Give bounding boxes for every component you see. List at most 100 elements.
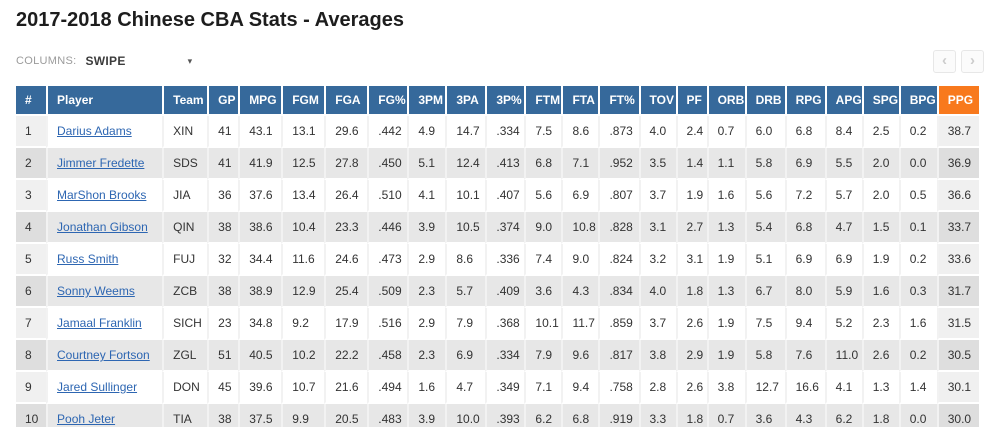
stat-cell: 37.6 (238, 180, 282, 212)
stat-cell: .334 (485, 340, 525, 372)
stat-cell: 6.9 (824, 244, 862, 276)
stat-cell: 6.9 (561, 180, 599, 212)
column-header-3pm[interactable]: 3PM (407, 86, 446, 116)
stat-cell: 3.1 (675, 244, 707, 276)
stat-cell: 8.4 (824, 116, 862, 148)
player-link[interactable]: MarShon Brooks (57, 188, 147, 202)
player-link[interactable]: Jonathan Gibson (57, 220, 148, 234)
chevron-right-icon: › (970, 51, 975, 69)
stat-cell: 3.6 (524, 276, 562, 308)
stat-cell: 2.7 (675, 212, 707, 244)
column-header-pf[interactable]: PF (675, 86, 707, 116)
player-link[interactable]: Darius Adams (57, 124, 132, 138)
player-link[interactable]: Sonny Weems (57, 284, 135, 298)
table-row: 9 Jared Sullinger DON 45 39.6 10.7 21.6.494 1.6… (16, 372, 979, 404)
stat-cell: 1.4 (898, 372, 937, 404)
stat-cell: 3.1 (638, 212, 676, 244)
stat-cell: 5.8 (744, 340, 785, 372)
stat-cell: 1.6 (861, 276, 899, 308)
caret-down-icon: ▾ (187, 55, 193, 66)
stat-cell: 2.4 (675, 116, 707, 148)
stat-cell: 11.6 (281, 244, 325, 276)
column-header-fta[interactable]: FTA (561, 86, 599, 116)
stat-cell: 23 (207, 308, 239, 340)
player-link[interactable]: Pooh Jeter (57, 412, 116, 426)
column-header-3pa[interactable]: 3PA (445, 86, 486, 116)
stat-cell: 41 (207, 116, 239, 148)
stat-cell: 6.7 (744, 276, 785, 308)
stat-cell: 1.8 (675, 276, 707, 308)
column-header-team[interactable]: Team (162, 86, 208, 116)
column-header-bpg[interactable]: BPG (898, 86, 937, 116)
stat-cell: 4.7 (824, 212, 862, 244)
column-header-3p[interactable]: 3P% (485, 86, 525, 116)
table-row: 1 Darius Adams XIN 41 43.1 13.1 29.6.442 4.9 14.… (16, 116, 979, 148)
stat-cell: 23.3 (324, 212, 368, 244)
rank-cell: 10 (16, 404, 47, 427)
stat-cell: 6.8 (784, 116, 825, 148)
stat-cell: 7.2 (784, 180, 825, 212)
columns-select[interactable]: SWIPE ▾ (85, 54, 192, 68)
table-row: 2 Jimmer Fredette SDS 41 41.9 12.5 27.8.450 5.1… (16, 148, 979, 180)
player-cell: Jared Sullinger (46, 372, 163, 404)
team-cell: QIN (162, 212, 208, 244)
column-header-mpg[interactable]: MPG (238, 86, 282, 116)
stat-cell: 5.4 (744, 212, 785, 244)
stat-cell: 0.3 (898, 276, 937, 308)
column-header-ftm[interactable]: FTM (524, 86, 562, 116)
player-link[interactable]: Jared Sullinger (57, 380, 138, 394)
column-header-orb[interactable]: ORB (706, 86, 745, 116)
column-header-drb[interactable]: DRB (744, 86, 785, 116)
column-header-fgm[interactable]: FGM (281, 86, 325, 116)
stat-cell: 4.3 (561, 276, 599, 308)
stat-cell: 1.9 (706, 308, 745, 340)
player-link[interactable]: Jamaal Franklin (57, 316, 142, 330)
stat-cell: 5.1 (744, 244, 785, 276)
stat-cell: 5.1 (407, 148, 446, 180)
stat-cell: 30.0 (936, 404, 979, 427)
column-header-[interactable]: # (16, 86, 47, 116)
stat-cell: 3.5 (638, 148, 676, 180)
player-link[interactable]: Jimmer Fredette (57, 156, 145, 170)
player-link[interactable]: Courtney Fortson (57, 348, 150, 362)
stat-cell: 2.0 (861, 180, 899, 212)
column-header-rpg[interactable]: RPG (784, 86, 825, 116)
column-header-ppg[interactable]: PPG (936, 86, 979, 116)
player-cell: Sonny Weems (46, 276, 163, 308)
column-header-fga[interactable]: FGA (324, 86, 368, 116)
column-header-apg[interactable]: APG (824, 86, 862, 116)
column-header-player[interactable]: Player (46, 86, 163, 116)
column-header-spg[interactable]: SPG (861, 86, 899, 116)
column-header-tov[interactable]: TOV (638, 86, 676, 116)
stat-cell: .859 (598, 308, 639, 340)
stat-cell: 3.7 (638, 180, 676, 212)
stat-cell: 6.8 (784, 212, 825, 244)
stat-cell: .336 (485, 244, 525, 276)
stat-cell: .374 (485, 212, 525, 244)
stat-cell: 3.9 (407, 404, 446, 427)
stat-cell: 41 (207, 148, 239, 180)
stat-cell: 9.0 (561, 244, 599, 276)
column-header-ft[interactable]: FT% (598, 86, 639, 116)
columns-select-value: SWIPE (85, 54, 126, 68)
stat-cell: 2.3 (407, 340, 446, 372)
stat-cell: 1.3 (706, 212, 745, 244)
stat-cell: 29.6 (324, 116, 368, 148)
stat-cell: 7.5 (524, 116, 562, 148)
stat-cell: .873 (598, 116, 639, 148)
stat-cell: 34.8 (238, 308, 282, 340)
stat-cell: 31.7 (936, 276, 979, 308)
stat-cell: 7.1 (561, 148, 599, 180)
swipe-next-button[interactable]: › (961, 49, 984, 73)
swipe-prev-button[interactable]: ‹ (933, 49, 956, 73)
table-row: 4 Jonathan Gibson QIN 38 38.6 10.4 23.3.446 3.9… (16, 212, 979, 244)
column-header-fg[interactable]: FG% (367, 86, 408, 116)
stat-cell: 2.3 (861, 308, 899, 340)
player-cell: Russ Smith (46, 244, 163, 276)
stat-cell: 0.7 (706, 116, 745, 148)
team-cell: JIA (162, 180, 208, 212)
player-link[interactable]: Russ Smith (57, 252, 119, 266)
stat-cell: 10.1 (445, 180, 486, 212)
stat-cell: 10.1 (524, 308, 562, 340)
column-header-gp[interactable]: GP (207, 86, 239, 116)
